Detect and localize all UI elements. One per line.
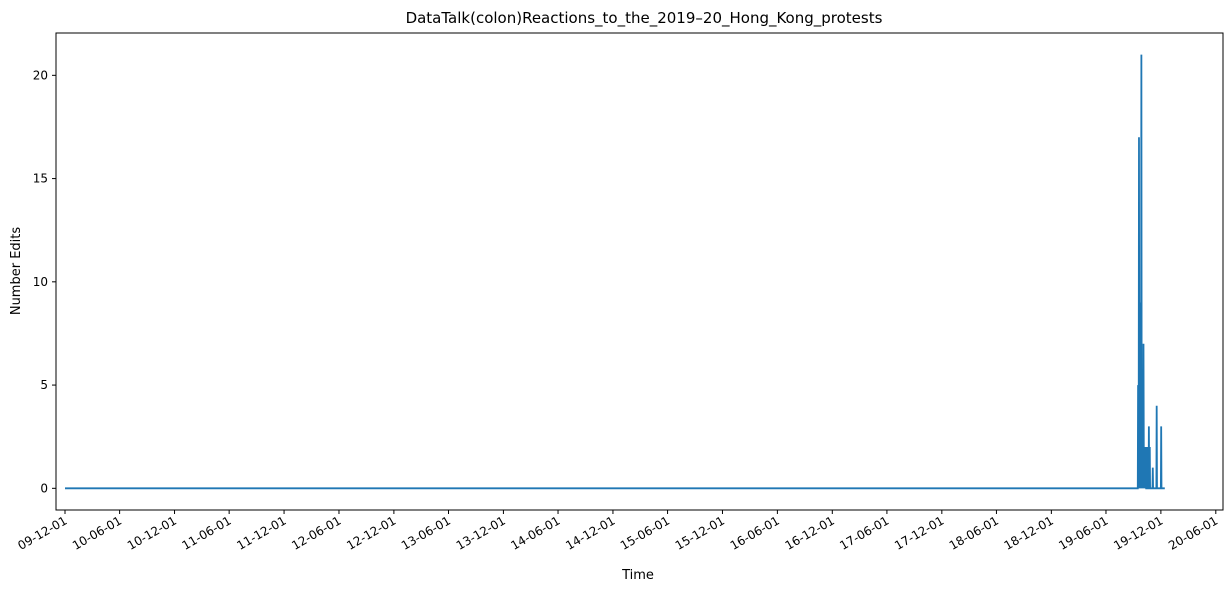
y-tick-label: 0 <box>40 481 48 495</box>
y-axis-label: Number Edits <box>9 227 24 316</box>
y-tick-label: 15 <box>33 172 48 186</box>
y-axis: 0 5 10 15 20 <box>33 68 56 495</box>
y-tick-label: 10 <box>33 275 48 289</box>
x-axis-label: Time <box>621 568 654 583</box>
series-line <box>65 54 1165 490</box>
series-layer <box>65 54 1165 490</box>
y-tick-label: 5 <box>40 378 48 392</box>
plot-area <box>55 32 1224 511</box>
y-tick-label: 20 <box>33 68 48 82</box>
chart-title: DataTalk(colon)Reactions_to_the_2019–20_… <box>406 9 883 28</box>
